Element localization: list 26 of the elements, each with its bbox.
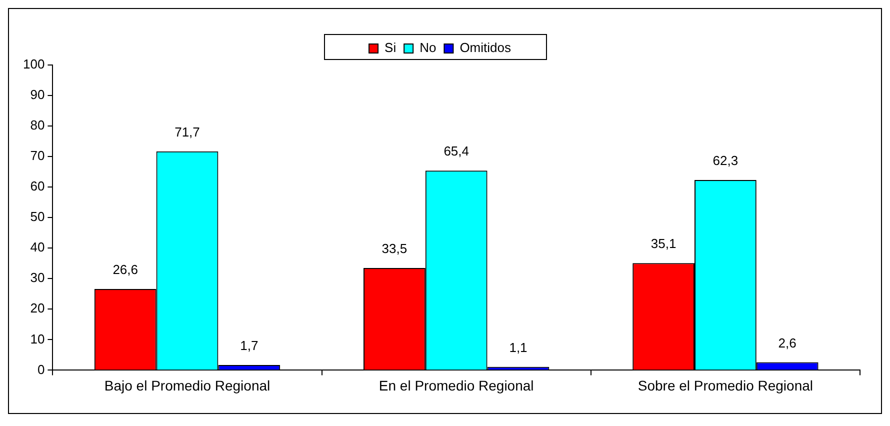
legend-label: Si [384,40,396,56]
y-tick-label: 80 [30,118,45,133]
data-label: 26,6 [112,262,138,278]
y-tick-label: 30 [30,270,45,286]
y-tick-label: 50 [30,209,45,224]
data-label: 35,1 [650,236,676,252]
y-tick-label: 60 [30,178,45,194]
y-tick-label: 40 [30,240,45,255]
x-tick-label: En el Promedio Regional [378,377,534,394]
y-tick-label: 90 [30,87,45,102]
data-label: 62,3 [712,153,738,168]
data-label: 1,7 [240,338,258,354]
data-label: 1,1 [509,340,528,355]
y-tick-label: 70 [30,148,45,164]
data-label: 33,5 [382,241,408,256]
x-tick-label: Bajo el Promedio Regional [104,377,270,394]
y-tick-label: 100 [22,56,45,72]
x-tick-label: Sobre el Promedio Regional [638,377,814,394]
legend-label: No [420,40,436,56]
y-tick-label: 0 [37,362,45,377]
data-label: 2,6 [778,335,796,350]
legend-label: Omitidos [460,40,512,56]
y-tick-label: 20 [30,300,45,316]
y-tick-label: 10 [30,331,45,346]
data-label: 65,4 [444,144,469,159]
data-label: 71,7 [174,124,200,140]
